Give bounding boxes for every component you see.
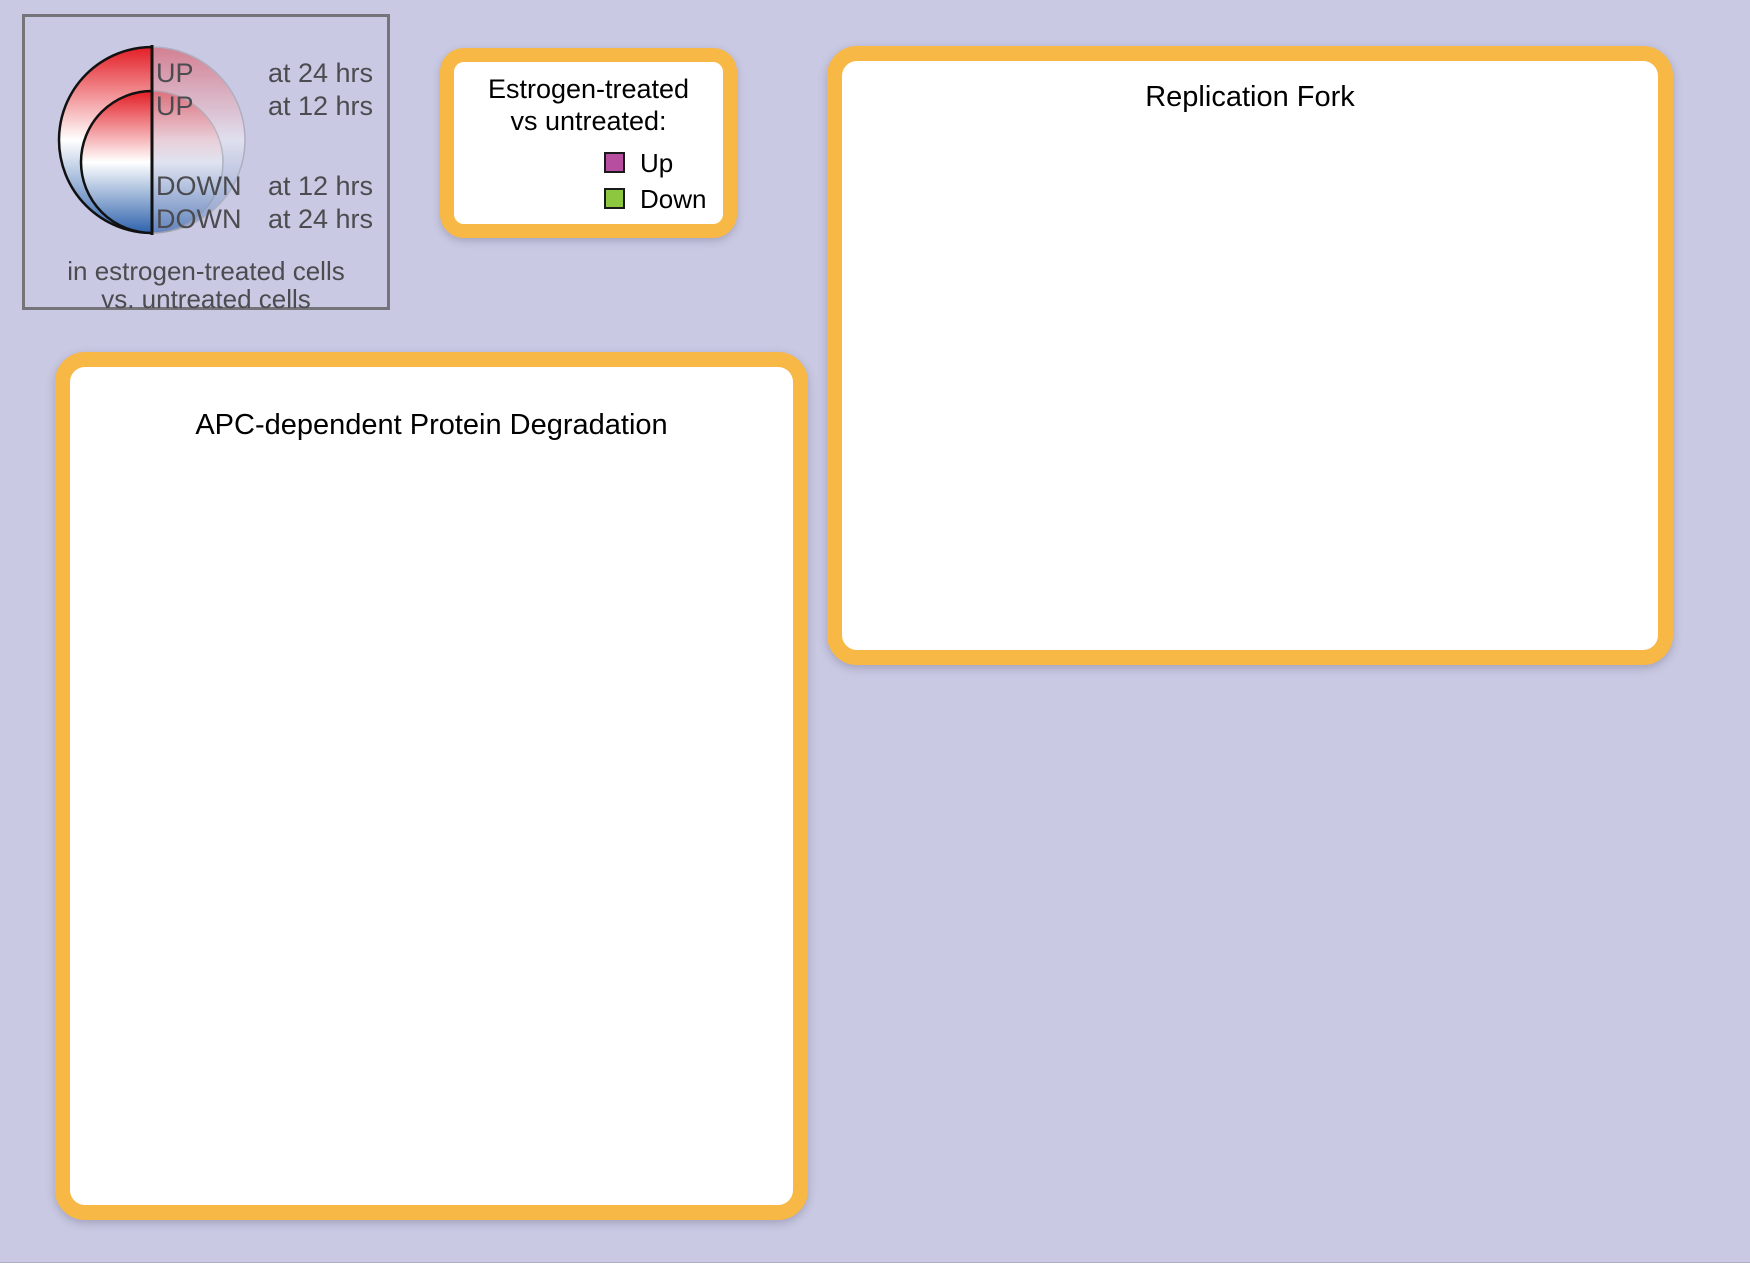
up-color-swatch [604,152,625,173]
timepoint-bars [962,607,1605,617]
replication-fork-title: Replication Fork [1145,81,1355,113]
gradient-legend-direction: UP [156,58,194,88]
gradient-legend-time: at 12 hrs [267,171,373,201]
updown-gradient-circles-icon [57,45,246,235]
gradient-legend-direction: UP [156,91,194,121]
timepoint-bars [127,1145,757,1155]
gradient-legend-time: at 24 hrs [267,204,373,234]
gradient-legend-direction: DOWN [156,171,242,201]
updown-legend-box: Estrogen-treated vs untreated: Up Down [440,48,737,238]
treatment-color-bars [962,581,1605,601]
apc-degradation-heatmap [127,455,757,1085]
bottom-margin-strip [0,1262,1750,1279]
gradient-legend-caption-line2: vs. untreated cells [101,284,311,314]
apc-degradation-panel: APC-dependent Protein Degradation [55,352,808,1220]
gradient-legend-time: at 24 hrs [267,58,373,88]
gradient-legend-box: UP at 24 hrs UP at 12 hrs DOWN at 12 hrs… [22,14,390,314]
gradient-legend-direction: DOWN [156,204,242,234]
up-label: Up [640,148,674,178]
treatment-color-bars [127,1119,757,1139]
down-color-swatch [604,188,625,209]
gradient-legend-time: at 12 hrs [267,91,373,121]
updown-legend-title-line2: vs untreated: [510,106,667,136]
down-label: Down [640,184,707,214]
apc-degradation-title: APC-dependent Protein Degradation [195,409,668,441]
gradient-legend-caption-line1: in estrogen-treated cells [67,256,345,286]
replication-fork-heatmap [962,129,1605,519]
updown-legend-title-line1: Estrogen-treated [487,74,690,104]
replication-fork-panel: Replication Fork [827,46,1673,665]
